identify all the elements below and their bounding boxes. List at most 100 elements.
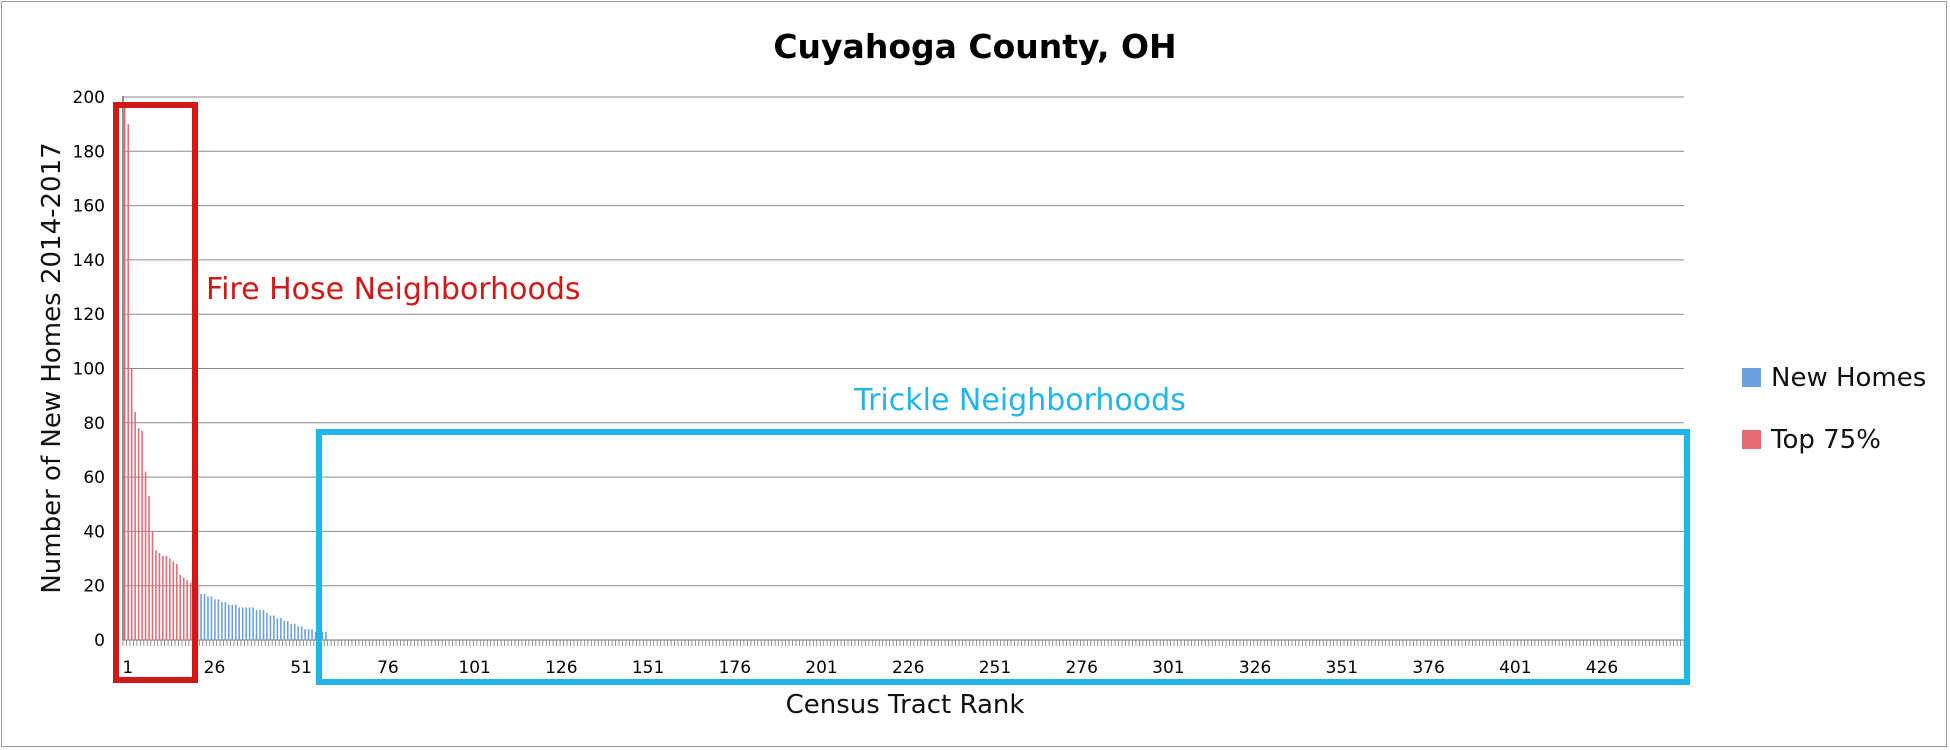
trickle-label: Trickle Neighborhoods [853,383,1186,418]
bar-new-homes-rank-36 [245,607,247,640]
x-tick-label: 51 [290,658,312,678]
bar-top-75-rank-20 [189,582,192,640]
y-tick-label: 20 [83,577,105,597]
x-tick-label: 101 [458,658,490,678]
bar-top-75-rank-4 [134,411,136,640]
chart-title: Cuyahoga County, OH [773,27,1176,66]
bar-top-75-rank-7 [144,471,147,640]
x-tick-label: 301 [1152,658,1184,678]
x-tick-label: 126 [545,658,577,678]
bar-new-homes-rank-33 [234,604,237,640]
bar-top-75-rank-13 [165,555,168,640]
bar-new-homes-rank-49 [290,623,293,640]
bar-new-homes-rank-37 [248,607,251,640]
bar-new-homes-rank-31 [228,604,230,640]
x-tick-label: 1 [122,658,133,678]
x-tick-label: 26 [204,658,226,678]
x-tick-label: 251 [979,658,1011,678]
bar-new-homes-rank-46 [280,618,282,640]
bar-top-75-rank-6 [141,430,143,640]
bar-new-homes-rank-54 [307,629,310,640]
bar-top-75-rank-8 [148,496,150,640]
legend-label-top-75: Top 75% [1770,425,1881,455]
legend-swatch-new-homes [1742,368,1761,387]
bar-new-homes-rank-34 [238,607,240,640]
bar-top-75-rank-16 [175,563,178,640]
bar-top-75-rank-18 [182,577,185,640]
bar-top-75-rank-3 [130,368,133,640]
bar-new-homes-rank-41 [262,610,265,640]
bar-new-homes-rank-44 [273,615,275,640]
fire-hose-highlight-box [113,102,198,683]
bar-new-homes-rank-58 [321,631,324,640]
bar-new-homes-rank-53 [304,629,306,640]
bar-top-75-rank-10 [155,550,157,640]
x-tick-label: 401 [1499,658,1531,678]
x-tick-label: 176 [719,658,751,678]
y-tick-label: 80 [83,414,105,434]
bar-top-75-rank-17 [179,574,182,640]
fire-hose-label: Fire Hose Neighborhoods [206,272,581,307]
x-tick-label: 201 [805,658,837,678]
bar-new-homes-rank-45 [276,618,279,640]
x-tick-label: 151 [632,658,664,678]
bar-new-homes-rank-51 [297,626,299,640]
bar-new-homes-rank-48 [286,620,289,640]
bar-new-homes-rank-35 [241,607,244,640]
x-tick-label: 376 [1412,658,1444,678]
bar-new-homes-rank-27 [214,599,216,640]
bar-new-homes-rank-50 [293,623,296,640]
bar-new-homes-rank-39 [255,610,258,640]
trickle-highlight-box [316,429,1690,685]
y-tick-label: 140 [73,251,105,271]
bar-new-homes-rank-52 [300,626,303,640]
x-tick-label: 351 [1326,658,1358,678]
bar-new-homes-rank-23 [200,593,202,640]
y-tick-labels: 0 20 40 60 80 100 120 140 160 180 200 [73,88,105,651]
bar-top-75-rank-19 [186,580,188,640]
bars [123,107,327,641]
y-tick-label: 0 [94,631,105,651]
bar-new-homes-rank-47 [283,620,286,640]
y-tick-label: 160 [73,197,105,217]
bar-new-homes-rank-28 [217,599,220,640]
y-tick-label: 100 [73,360,105,380]
x-tick-label: 326 [1239,658,1271,678]
x-tick-label: 226 [892,658,924,678]
bar-new-homes-rank-29 [221,601,223,640]
bar-new-homes-rank-26 [210,596,213,640]
bar-top-75-rank-5 [137,428,140,640]
bar-top-75-rank-9 [151,531,154,640]
bar-new-homes-rank-43 [269,615,272,640]
bar-new-homes-rank-42 [266,612,268,640]
x-minor-ticks [122,640,1685,646]
gridlines [123,96,1684,641]
bar-new-homes-rank-40 [259,610,261,640]
legend-label-new-homes: New Homes [1771,363,1926,393]
bar-top-75-rank-15 [172,561,175,640]
x-tick-label: 276 [1065,658,1097,678]
bar-new-homes-rank-32 [231,604,234,640]
bar-top-75-rank-11 [158,553,161,640]
y-tick-label: 200 [73,88,105,108]
y-axis-title: Number of New Homes 2014-2017 [37,142,67,593]
y-tick-label: 120 [73,305,105,325]
bar-new-homes-rank-59 [325,631,327,640]
bar-top-75-rank-2 [127,124,129,640]
bar-new-homes-rank-30 [224,601,227,640]
x-tick-labels: 1 26 51 76 101 126 151 176 201 226 251 276 301 326 351… [122,658,1618,678]
y-tick-label: 40 [83,522,105,542]
bar-new-homes-rank-56 [314,631,317,640]
x-tick-label: 76 [377,658,399,678]
bar-top-75-rank-14 [169,558,171,640]
y-tick-label: 180 [73,142,105,162]
bar-top-75-rank-1 [123,107,126,641]
bar-new-homes-rank-55 [311,629,313,640]
bar-new-homes-rank-25 [207,596,209,640]
legend: New Homes Top 75% [1742,363,1926,455]
legend-swatch-top-75 [1742,430,1761,449]
bar-new-homes-rank-38 [252,607,254,640]
x-axis-title: Census Tract Rank [786,690,1025,720]
